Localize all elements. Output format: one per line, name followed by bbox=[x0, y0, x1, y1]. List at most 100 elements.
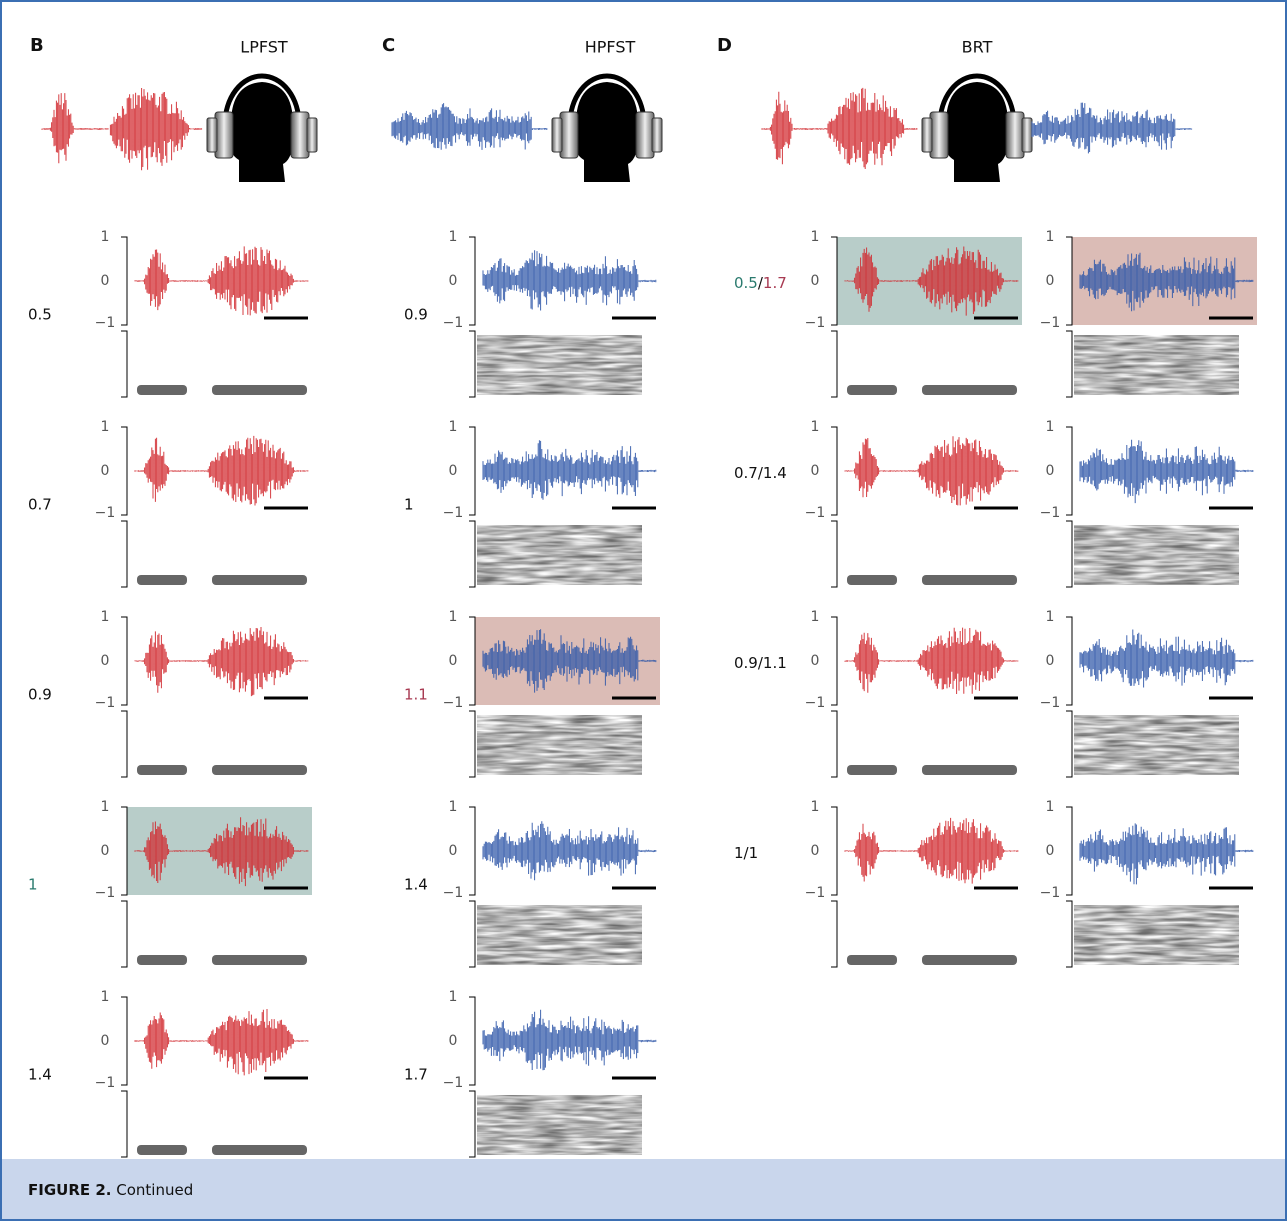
spectrogram bbox=[922, 385, 1017, 395]
y-tick-label: −1 bbox=[1040, 315, 1061, 331]
axis bbox=[121, 427, 127, 515]
axis bbox=[469, 617, 475, 705]
headphones-icon bbox=[922, 76, 1032, 182]
y-tick-label: 1 bbox=[449, 419, 458, 435]
y-tick-label: 0 bbox=[1046, 843, 1055, 859]
axis bbox=[121, 237, 127, 325]
axis bbox=[469, 807, 475, 895]
y-tick-label: 1 bbox=[101, 799, 110, 815]
spectrogram bbox=[922, 575, 1017, 585]
y-tick-label: 0 bbox=[101, 843, 110, 859]
high-frequency-label: 1.7 bbox=[763, 274, 787, 292]
spectrogram bbox=[477, 525, 642, 585]
caption-band bbox=[2, 1159, 1285, 1219]
y-tick-label: 0 bbox=[1046, 653, 1055, 669]
condition-label: 0.9 bbox=[404, 306, 428, 324]
spectrogram bbox=[847, 575, 897, 585]
y-tick-label: −1 bbox=[95, 315, 116, 331]
waveform bbox=[483, 250, 656, 310]
panel-title: LPFST bbox=[240, 38, 288, 57]
spectrogram bbox=[477, 1095, 642, 1155]
condition-label: 0.5 bbox=[28, 306, 52, 324]
condition-label: 1.4 bbox=[28, 1066, 52, 1084]
y-tick-label: 0 bbox=[811, 463, 820, 479]
axis bbox=[831, 521, 837, 587]
caption-text: Continued bbox=[116, 1181, 193, 1199]
y-tick-label: 0 bbox=[101, 463, 110, 479]
y-tick-label: 0 bbox=[101, 1033, 110, 1049]
y-tick-label: 0 bbox=[811, 273, 820, 289]
waveform bbox=[1080, 440, 1253, 503]
spectrogram bbox=[922, 955, 1017, 965]
panel-title: HPFST bbox=[585, 38, 636, 57]
condition-label: 0.5/1.7 bbox=[734, 274, 787, 292]
axis bbox=[831, 617, 837, 705]
spectrogram bbox=[847, 955, 897, 965]
axis bbox=[1066, 901, 1072, 967]
y-tick-label: 1 bbox=[1046, 419, 1055, 435]
figure: FIGURE 2. Continued B LPFST 1 0 −1 0.5 1 0 −1 0.7… bbox=[0, 0, 1287, 1221]
axis bbox=[121, 901, 127, 967]
y-tick-label: 1 bbox=[811, 229, 820, 245]
y-tick-label: 0 bbox=[449, 1033, 458, 1049]
axis bbox=[1066, 427, 1072, 515]
y-tick-label: −1 bbox=[805, 505, 826, 521]
y-tick-label: −1 bbox=[95, 505, 116, 521]
y-tick-label: −1 bbox=[95, 1075, 116, 1091]
panel-letter: B bbox=[30, 35, 44, 56]
waveform bbox=[1032, 103, 1192, 154]
low-frequency-label: 1 bbox=[734, 844, 744, 862]
spectrogram bbox=[1074, 335, 1239, 395]
y-tick-label: 1 bbox=[101, 229, 110, 245]
axis bbox=[831, 901, 837, 967]
waveform bbox=[392, 103, 547, 150]
axis bbox=[469, 901, 475, 967]
y-tick-label: −1 bbox=[95, 695, 116, 711]
high-frequency-label: 1.1 bbox=[763, 654, 787, 672]
spectrogram bbox=[477, 715, 642, 775]
y-tick-label: −1 bbox=[1040, 505, 1061, 521]
y-tick-label: −1 bbox=[443, 315, 464, 331]
axis bbox=[121, 521, 127, 587]
spectrogram bbox=[212, 765, 307, 775]
low-frequency-label: 0.9 bbox=[734, 654, 758, 672]
axis bbox=[469, 331, 475, 397]
caption-label: FIGURE 2. bbox=[28, 1181, 111, 1199]
axis bbox=[121, 807, 127, 895]
axis bbox=[469, 1091, 475, 1157]
y-tick-label: −1 bbox=[95, 885, 116, 901]
waveform bbox=[483, 440, 656, 499]
waveform bbox=[845, 818, 1018, 884]
waveform bbox=[42, 88, 202, 170]
waveform bbox=[1080, 630, 1253, 688]
y-tick-label: 1 bbox=[811, 799, 820, 815]
spectrogram bbox=[847, 765, 897, 775]
headphones-icon bbox=[552, 76, 662, 182]
axis bbox=[831, 711, 837, 777]
spectrogram bbox=[922, 765, 1017, 775]
condition-label: 0.9 bbox=[28, 686, 52, 704]
axis bbox=[1066, 331, 1072, 397]
y-tick-label: 0 bbox=[449, 273, 458, 289]
spectrogram bbox=[137, 385, 187, 395]
condition-label: 1.7 bbox=[404, 1066, 428, 1084]
condition-label: 1 bbox=[404, 496, 414, 514]
spectrogram bbox=[847, 385, 897, 395]
y-tick-label: 1 bbox=[449, 609, 458, 625]
y-tick-label: −1 bbox=[805, 315, 826, 331]
spectrogram bbox=[477, 335, 642, 395]
axis bbox=[1066, 617, 1072, 705]
axis bbox=[469, 711, 475, 777]
y-tick-label: 0 bbox=[101, 273, 110, 289]
waveform bbox=[135, 627, 308, 696]
y-tick-label: 1 bbox=[811, 419, 820, 435]
y-tick-label: 0 bbox=[811, 843, 820, 859]
high-frequency-label: 1 bbox=[749, 844, 759, 862]
waveform bbox=[483, 821, 656, 880]
spectrogram bbox=[137, 765, 187, 775]
axis bbox=[469, 521, 475, 587]
caption: FIGURE 2. Continued bbox=[28, 1181, 193, 1199]
y-tick-label: 0 bbox=[811, 653, 820, 669]
condition-label: 1 bbox=[28, 876, 38, 894]
condition-label: 0.7/1.4 bbox=[734, 464, 787, 482]
